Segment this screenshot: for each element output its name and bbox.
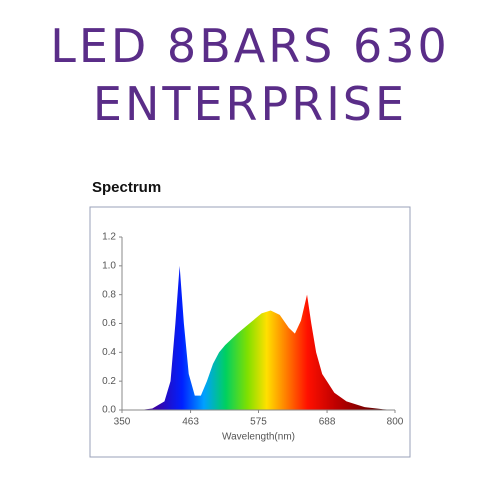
y-tick-label: 0.2 — [102, 376, 116, 387]
x-tick-label: 800 — [387, 417, 404, 428]
y-tick-label: 1.2 — [102, 232, 116, 243]
x-tick-label: 463 — [182, 417, 199, 428]
x-axis-label: Wavelength(nm) — [222, 432, 295, 443]
y-tick-label: 1.0 — [102, 260, 116, 271]
y-tick-label: 0.8 — [102, 289, 116, 300]
spectrum-area — [140, 265, 395, 410]
y-tick-label: 0.0 — [102, 405, 116, 416]
x-tick-label: 688 — [319, 417, 336, 428]
header-line1: LED 8BARS 630 — [50, 19, 450, 73]
x-tick-label: 575 — [250, 417, 267, 428]
x-tick-label: 350 — [114, 417, 131, 428]
y-tick-label: 0.4 — [102, 347, 116, 358]
chart-title: Spectrum — [92, 179, 161, 196]
chart-frame — [89, 206, 411, 458]
header-line2: ENTERPRISE — [93, 77, 407, 131]
y-tick-label: 0.6 — [102, 318, 116, 329]
plot: 0.0 0.2 0.4 0.6 0.8 1.0 1.2 350 463 575 688 800 Wave… — [102, 232, 404, 443]
